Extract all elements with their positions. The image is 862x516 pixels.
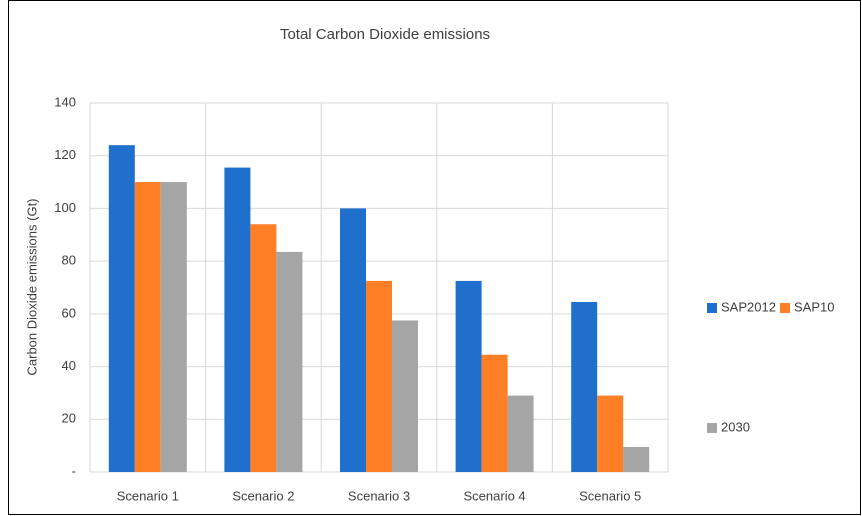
x-tick-label: Scenario 2	[232, 488, 294, 503]
y-tick-label: 20	[62, 411, 76, 426]
bar	[340, 208, 366, 472]
bar	[455, 280, 482, 472]
bar	[392, 320, 418, 472]
bar	[571, 301, 598, 472]
x-tick-label: Scenario 4	[464, 488, 526, 503]
x-tick-label: Scenario 3	[348, 488, 410, 503]
legend-label: SAP10	[794, 299, 834, 314]
legend-label: 2030	[721, 419, 750, 434]
y-tick-label: 60	[62, 305, 76, 320]
bar	[224, 167, 251, 472]
y-tick-label: 40	[62, 358, 76, 373]
legend-swatch	[707, 423, 717, 433]
bar	[507, 395, 534, 472]
chart-title: Total Carbon Dioxide emissions	[280, 26, 490, 43]
bar	[134, 182, 161, 473]
bar	[366, 280, 392, 472]
legend-swatch	[780, 303, 790, 313]
bar	[276, 251, 303, 472]
bar	[160, 182, 187, 473]
bar	[108, 145, 135, 472]
x-tick-label: Scenario 5	[579, 488, 641, 503]
legend-label: SAP2012	[721, 299, 776, 314]
bar	[250, 224, 277, 472]
bar	[597, 395, 624, 472]
x-tick-label: Scenario 1	[117, 488, 179, 503]
y-tick-label: -	[72, 463, 76, 478]
y-tick-label: 80	[62, 253, 76, 268]
bar	[623, 446, 650, 472]
bar	[481, 354, 508, 472]
y-tick-label: 120	[54, 147, 76, 162]
y-axis-label: Carbon Dioxide emissions (Gt)	[24, 198, 39, 375]
legend-swatch	[707, 303, 717, 313]
y-tick-label: 140	[54, 94, 76, 109]
y-tick-label: 100	[54, 200, 76, 215]
